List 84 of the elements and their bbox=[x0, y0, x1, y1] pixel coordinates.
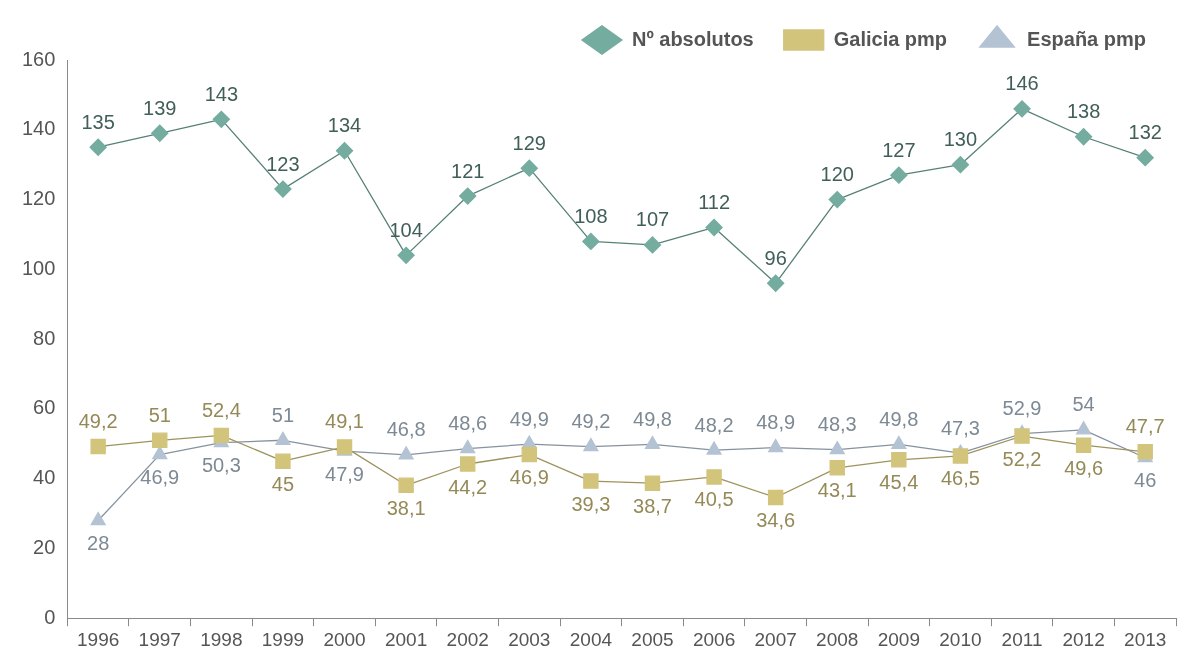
data-label: 49,8 bbox=[879, 407, 919, 430]
data-label: 51 bbox=[271, 403, 295, 426]
y-tick-label: 0 bbox=[44, 605, 56, 628]
data-label: 135 bbox=[81, 110, 115, 133]
legend-label: España pmp bbox=[1027, 27, 1147, 50]
x-tick-label: 2010 bbox=[939, 628, 982, 650]
data-label: 38,1 bbox=[386, 496, 426, 519]
legend-label: Galicia pmp bbox=[833, 27, 948, 50]
data-label: 40,5 bbox=[694, 488, 734, 511]
data-label: 49,1 bbox=[325, 410, 364, 433]
data-label: 47,7 bbox=[1125, 415, 1165, 438]
data-label: 52,4 bbox=[201, 398, 241, 421]
x-tick-label: 1998 bbox=[200, 628, 243, 650]
data-label: 143 bbox=[204, 82, 239, 105]
x-tick-label: 2006 bbox=[692, 628, 736, 650]
x-tick-label: 2004 bbox=[569, 628, 613, 650]
data-label: 107 bbox=[635, 208, 670, 231]
data-label: 48,2 bbox=[694, 413, 734, 436]
x-tick-label: 1999 bbox=[261, 628, 305, 650]
y-tick-label: 140 bbox=[21, 117, 56, 140]
x-tick-label: 1997 bbox=[138, 628, 181, 650]
x-tick-label: 2000 bbox=[323, 628, 366, 650]
data-label: 49,9 bbox=[509, 407, 549, 430]
x-tick-label: 2012 bbox=[1062, 628, 1105, 650]
x-tick-label: 2002 bbox=[446, 628, 489, 650]
data-label: 130 bbox=[943, 128, 978, 151]
data-label: 139 bbox=[143, 96, 177, 119]
data-label: 51 bbox=[148, 403, 171, 426]
y-tick-label: 80 bbox=[33, 326, 56, 349]
data-label: 47,3 bbox=[940, 416, 980, 439]
data-label: 54 bbox=[1072, 393, 1095, 416]
data-label: 121 bbox=[451, 159, 485, 182]
x-tick-label: 2009 bbox=[877, 628, 920, 650]
y-tick-label: 100 bbox=[21, 256, 56, 279]
data-label: 134 bbox=[327, 114, 362, 137]
data-label: 44,2 bbox=[448, 475, 488, 498]
data-label: 46,9 bbox=[140, 466, 180, 489]
data-label: 108 bbox=[574, 204, 608, 227]
data-label: 129 bbox=[512, 131, 546, 154]
x-tick-label: 2008 bbox=[816, 628, 859, 650]
data-label: 112 bbox=[698, 190, 731, 213]
legend-label: Nº absolutos bbox=[631, 27, 754, 50]
data-label: 48,9 bbox=[756, 411, 796, 434]
data-label: 49,2 bbox=[78, 410, 118, 433]
y-tick-label: 120 bbox=[21, 187, 56, 210]
data-label: 28 bbox=[87, 532, 110, 555]
x-tick-label: 2011 bbox=[1001, 628, 1043, 650]
x-tick-label: 2007 bbox=[754, 628, 797, 650]
data-label: 52,9 bbox=[1002, 397, 1042, 420]
data-label: 45 bbox=[271, 472, 295, 495]
x-tick-label: 1996 bbox=[77, 628, 120, 650]
data-label: 48,6 bbox=[448, 412, 488, 435]
data-label: 138 bbox=[1066, 100, 1101, 123]
data-label: 127 bbox=[882, 138, 916, 161]
y-tick-label: 60 bbox=[33, 396, 56, 419]
data-label: 104 bbox=[389, 218, 423, 241]
data-label: 46,8 bbox=[386, 418, 426, 441]
data-label: 47,9 bbox=[325, 462, 364, 485]
x-tick-label: 2005 bbox=[631, 628, 674, 650]
x-tick-label: 2013 bbox=[1124, 628, 1167, 650]
y-tick-label: 20 bbox=[33, 535, 56, 558]
data-label: 49,2 bbox=[571, 410, 611, 433]
x-tick-label: 2001 bbox=[384, 628, 428, 650]
data-label: 39,3 bbox=[571, 492, 611, 515]
data-label: 46,5 bbox=[940, 467, 980, 490]
data-label: 43,1 bbox=[817, 479, 857, 502]
data-label: 46 bbox=[1134, 469, 1157, 492]
data-label: 49,8 bbox=[633, 407, 672, 430]
y-tick-label: 160 bbox=[21, 47, 56, 70]
data-label: 52,2 bbox=[1002, 447, 1042, 470]
x-tick-label: 2003 bbox=[508, 628, 551, 650]
data-label: 123 bbox=[266, 152, 300, 175]
data-label: 34,6 bbox=[756, 509, 796, 531]
y-tick-label: 40 bbox=[33, 466, 56, 489]
data-label: 38,7 bbox=[633, 494, 672, 517]
data-label: 120 bbox=[820, 163, 854, 186]
data-label: 50,3 bbox=[201, 454, 241, 477]
data-label: 96 bbox=[764, 246, 787, 269]
data-label: 49,6 bbox=[1064, 456, 1104, 479]
data-label: 146 bbox=[1005, 72, 1039, 95]
data-label: 132 bbox=[1128, 121, 1162, 144]
data-label: 45,4 bbox=[879, 471, 919, 494]
data-label: 46,9 bbox=[509, 466, 549, 489]
data-label: 48,3 bbox=[817, 413, 857, 436]
